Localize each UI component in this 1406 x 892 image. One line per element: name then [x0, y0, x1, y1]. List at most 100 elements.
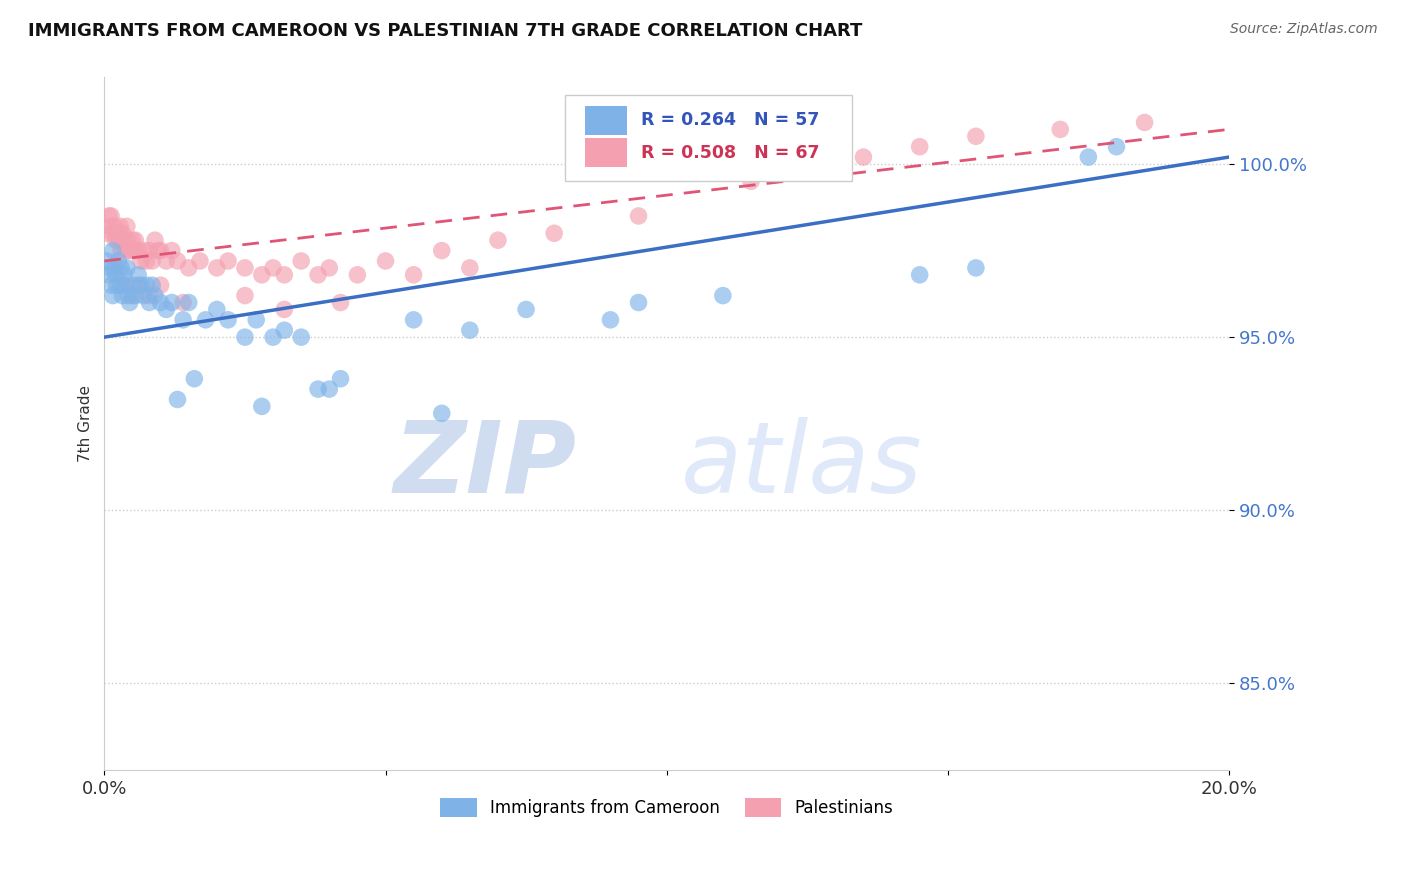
Point — [138, 295, 160, 310]
Point — [160, 295, 183, 310]
Point — [172, 313, 194, 327]
Point — [121, 233, 143, 247]
Point — [166, 254, 188, 268]
Point — [132, 244, 155, 258]
Point — [318, 260, 340, 275]
Point — [101, 227, 124, 241]
Point — [121, 288, 143, 302]
Point — [138, 244, 160, 258]
Point — [129, 254, 152, 268]
Point — [141, 278, 163, 293]
Point — [96, 227, 118, 241]
Point — [118, 244, 141, 258]
Point — [262, 260, 284, 275]
Point — [146, 244, 169, 258]
Point — [273, 302, 295, 317]
Point — [129, 278, 152, 293]
Point — [908, 139, 931, 153]
Bar — [585, 106, 627, 135]
Point — [143, 288, 166, 302]
Point — [205, 260, 228, 275]
Point — [127, 278, 149, 293]
Point — [103, 219, 125, 234]
Point — [627, 295, 650, 310]
Point — [122, 244, 145, 258]
Point — [965, 129, 987, 144]
Point — [217, 313, 239, 327]
Point — [107, 233, 129, 247]
Point — [245, 313, 267, 327]
Point — [711, 288, 734, 302]
Point — [114, 278, 136, 293]
Point — [290, 254, 312, 268]
Point — [543, 227, 565, 241]
Point — [205, 302, 228, 317]
Text: R = 0.264   N = 57: R = 0.264 N = 57 — [641, 112, 820, 129]
Point — [98, 260, 121, 275]
Point — [107, 254, 129, 268]
Point — [96, 254, 118, 268]
Point — [458, 260, 481, 275]
Point — [329, 295, 352, 310]
Point — [183, 372, 205, 386]
Point — [141, 254, 163, 268]
FancyBboxPatch shape — [565, 95, 852, 181]
Point — [104, 233, 127, 247]
Point — [110, 244, 132, 258]
Y-axis label: 7th Grade: 7th Grade — [79, 385, 93, 462]
Point — [458, 323, 481, 337]
Point — [103, 260, 125, 275]
Point — [124, 233, 146, 247]
Point — [124, 288, 146, 302]
Point — [1049, 122, 1071, 136]
Point — [112, 268, 135, 282]
Point — [98, 219, 121, 234]
Point — [1077, 150, 1099, 164]
Point — [105, 227, 128, 241]
Point — [430, 406, 453, 420]
Point — [132, 288, 155, 302]
Point — [194, 313, 217, 327]
Point — [111, 227, 134, 241]
Point — [117, 233, 139, 247]
Point — [273, 268, 295, 282]
Text: ZIP: ZIP — [394, 417, 576, 514]
Point — [250, 400, 273, 414]
Point — [166, 392, 188, 407]
Point — [110, 260, 132, 275]
Point — [121, 278, 143, 293]
Point — [127, 268, 149, 282]
Point — [307, 382, 329, 396]
Point — [346, 268, 368, 282]
Text: atlas: atlas — [681, 417, 922, 514]
Point — [114, 244, 136, 258]
Point — [250, 268, 273, 282]
Point — [112, 278, 135, 293]
Point — [118, 295, 141, 310]
Point — [100, 209, 122, 223]
Point — [100, 278, 122, 293]
Point — [768, 164, 790, 178]
Point — [135, 254, 157, 268]
Point — [290, 330, 312, 344]
Point — [908, 268, 931, 282]
Point — [965, 260, 987, 275]
Point — [329, 372, 352, 386]
Point — [307, 268, 329, 282]
Point — [101, 244, 124, 258]
Point — [155, 302, 177, 317]
Text: IMMIGRANTS FROM CAMEROON VS PALESTINIAN 7TH GRADE CORRELATION CHART: IMMIGRANTS FROM CAMEROON VS PALESTINIAN … — [28, 22, 862, 40]
Point — [160, 244, 183, 258]
Point — [515, 302, 537, 317]
Text: Source: ZipAtlas.com: Source: ZipAtlas.com — [1230, 22, 1378, 37]
Point — [599, 313, 621, 327]
Point — [188, 254, 211, 268]
Point — [149, 244, 172, 258]
Point — [627, 209, 650, 223]
Point — [127, 244, 149, 258]
Point — [486, 233, 509, 247]
Point — [97, 209, 120, 223]
Point — [233, 330, 256, 344]
Point — [112, 233, 135, 247]
Point — [143, 233, 166, 247]
